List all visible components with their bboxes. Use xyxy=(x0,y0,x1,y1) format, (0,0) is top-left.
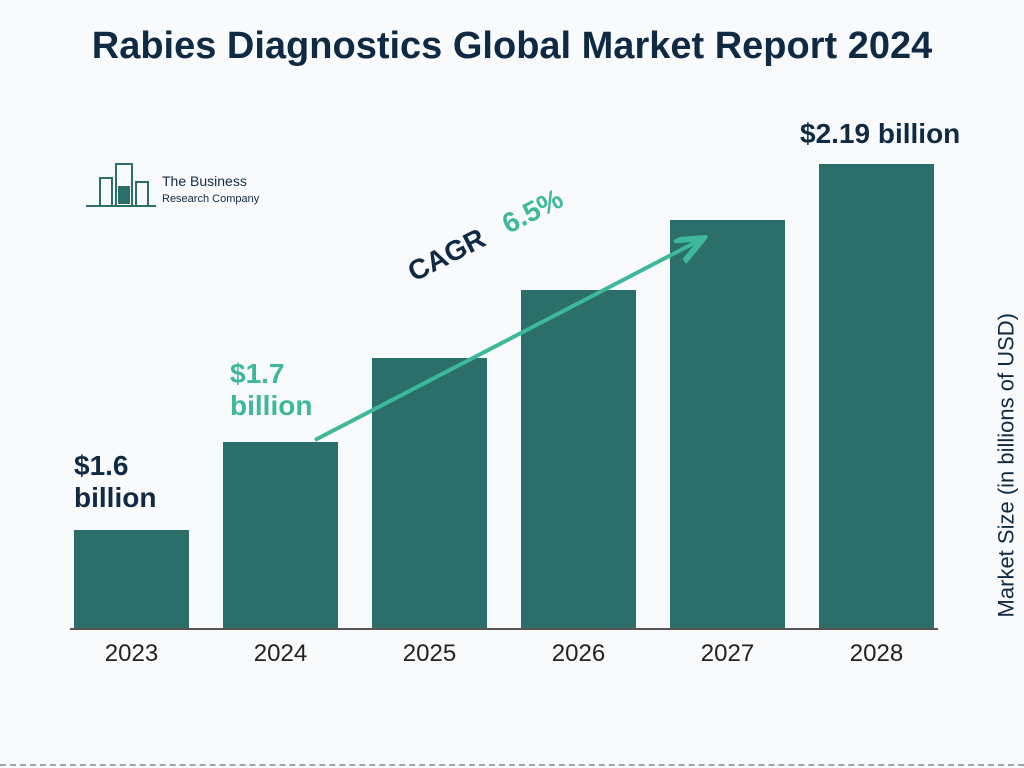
chart-container: Rabies Diagnostics Global Market Report … xyxy=(0,0,1024,768)
page-title: Rabies Diagnostics Global Market Report … xyxy=(0,24,1024,70)
x-label-2023: 2023 xyxy=(67,640,197,668)
x-label-2024: 2024 xyxy=(216,640,346,668)
bottom-divider xyxy=(0,764,1024,766)
y-axis-label: Market Size (in billions of USD) xyxy=(993,313,1019,617)
chart-area: $1.6 billion $1.7 billion $2.19 billion … xyxy=(70,140,938,680)
x-label-2025: 2025 xyxy=(365,640,495,668)
x-label-2028: 2028 xyxy=(812,640,942,668)
x-label-2026: 2026 xyxy=(514,640,644,668)
x-label-2027: 2027 xyxy=(663,640,793,668)
